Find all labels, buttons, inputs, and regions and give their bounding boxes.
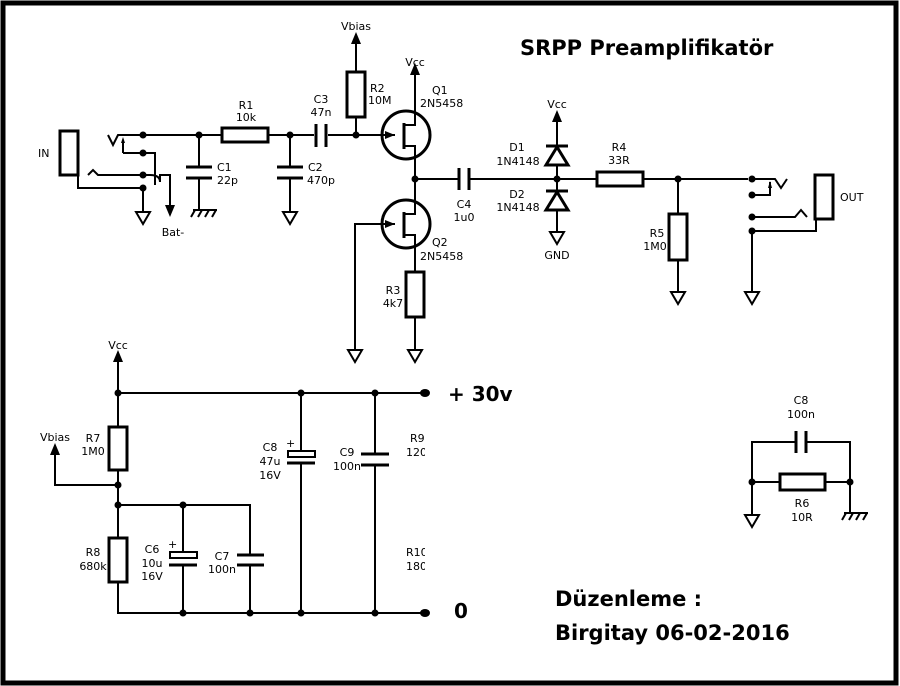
rc-ground-network: C8 100n R6 10R <box>744 394 869 528</box>
r1-value: 10k <box>236 111 257 124</box>
c8b-ref: C8 <box>794 394 809 407</box>
capacitor-c2: C2 470p <box>277 131 335 225</box>
c4-ref: C4 <box>457 198 472 211</box>
vbias-label-top: Vbias <box>341 20 371 33</box>
jfet-q2: Q2 2N5458 R3 4k7 <box>347 179 463 363</box>
vcc-label-d1: Vcc <box>547 98 567 111</box>
vbias-label-supply: Vbias <box>40 431 70 444</box>
c6-rating: 16V <box>141 570 163 583</box>
footer-edit-label: Düzenleme : <box>555 587 702 611</box>
c9-value: 100n <box>333 460 361 473</box>
r2-ref: R2 <box>370 82 385 95</box>
r4-value: 33R <box>608 154 630 167</box>
r8-ref: R8 <box>86 546 101 559</box>
q2-value: 2N5458 <box>420 250 463 263</box>
d2-value: 1N4148 <box>496 201 539 214</box>
c8b-value: 100n <box>787 408 815 421</box>
power-supply-section: Vcc Vbias R7 1M0 R8 680k + C6 10u 16V C7… <box>40 339 434 617</box>
r5-ref: R5 <box>650 227 665 240</box>
c3-value: 47n <box>311 106 332 119</box>
resistor-r2: Vbias R2 10M <box>341 20 392 139</box>
plus-30v-label: + 30v <box>448 382 513 406</box>
r10-ref: R10 <box>406 546 428 559</box>
r9-value: 120k <box>406 446 434 459</box>
vcc-label-supply: Vcc <box>108 339 128 352</box>
bat-label: Bat- <box>162 226 185 239</box>
r3-ref: R3 <box>386 284 401 297</box>
out-label: OUT <box>840 191 864 204</box>
r9-ref: R9 <box>410 432 425 445</box>
resistor-r5: R5 1M0 <box>643 175 689 305</box>
diodes-d1-d2: Vcc GND D1 1N4148 D2 1N4148 <box>496 98 571 262</box>
c4-value: 1u0 <box>454 211 475 224</box>
resistor-r4: R4 33R <box>595 141 645 188</box>
c7-ref: C7 <box>215 550 230 563</box>
r6-value: 10R <box>791 511 813 524</box>
r10-value: 180k <box>406 560 434 573</box>
capacitor-c1: C1 22p <box>186 131 238 218</box>
output-jack[interactable] <box>744 173 835 305</box>
capacitor-c4: C4 1u0 <box>454 168 475 224</box>
d1-ref: D1 <box>509 141 524 154</box>
title: SRPP Preamplifikatör <box>520 36 774 60</box>
r3-value: 4k7 <box>383 297 403 310</box>
c7-value: 100n <box>208 563 236 576</box>
resistor-r1: R1 10k <box>220 99 270 144</box>
q1-value: 2N5458 <box>420 97 463 110</box>
r8-value: 680k <box>79 560 107 573</box>
r2-value: 10M <box>368 94 392 107</box>
c8-value: 47u <box>260 455 281 468</box>
c8-ref: C8 <box>263 441 278 454</box>
svg-text:+: + <box>286 437 295 450</box>
q2-ref: Q2 <box>432 236 448 249</box>
r7-ref: R7 <box>86 432 101 445</box>
r4-ref: R4 <box>612 141 627 154</box>
r6-ref: R6 <box>795 497 810 510</box>
zero-label: 0 <box>454 599 468 623</box>
in-label: IN <box>38 147 49 160</box>
q1-ref: Q1 <box>432 84 448 97</box>
c6-ref: C6 <box>145 543 160 556</box>
r7-value: 1M0 <box>81 445 105 458</box>
c1-value: 22p <box>217 174 238 187</box>
c3-ref: C3 <box>314 93 329 106</box>
d1-value: 1N4148 <box>496 155 539 168</box>
c9-ref: C9 <box>340 446 355 459</box>
r1-ref: R1 <box>239 99 254 112</box>
c8-rating: 16V <box>259 469 281 482</box>
d2-ref: D2 <box>509 188 524 201</box>
plus-terminal[interactable] <box>420 389 430 397</box>
r5-value: 1M0 <box>643 240 667 253</box>
footer-author-date: Birgitay 06-02-2016 <box>555 621 790 645</box>
input-jack[interactable] <box>58 129 175 225</box>
c1-ref: C1 <box>217 161 232 174</box>
c6-value: 10u <box>142 557 163 570</box>
gnd-label: GND <box>544 249 569 262</box>
capacitor-c3: C3 47n <box>311 93 332 147</box>
jfet-q1: Vcc Q1 2N5458 <box>380 56 463 179</box>
vcc-label-q1: Vcc <box>405 56 425 69</box>
c2-value: 470p <box>307 174 335 187</box>
c2-ref: C2 <box>308 161 323 174</box>
zero-terminal[interactable] <box>420 609 430 617</box>
svg-text:+: + <box>168 538 177 551</box>
